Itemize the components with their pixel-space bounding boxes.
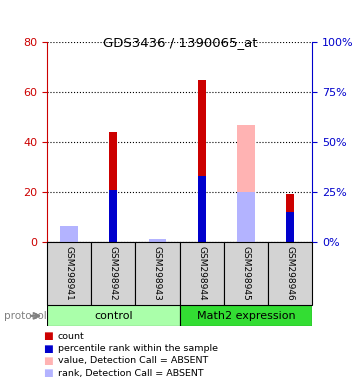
Text: value, Detection Call = ABSENT: value, Detection Call = ABSENT (58, 356, 208, 366)
Text: GDS3436 / 1390065_at: GDS3436 / 1390065_at (103, 36, 258, 50)
Text: GSM298941: GSM298941 (65, 246, 74, 301)
Text: ■: ■ (43, 344, 53, 354)
Text: Math2 expression: Math2 expression (197, 311, 295, 321)
Bar (286, 195, 294, 242)
Bar (237, 124, 255, 242)
Bar (180, 305, 312, 326)
Bar (268, 242, 312, 305)
Bar (237, 192, 255, 242)
Bar (109, 132, 117, 242)
Text: rank, Detection Call = ABSENT: rank, Detection Call = ABSENT (58, 369, 203, 378)
Bar (286, 212, 294, 242)
Text: count: count (58, 332, 84, 341)
Text: GSM298942: GSM298942 (109, 246, 118, 301)
Bar (109, 190, 117, 242)
Text: ■: ■ (43, 368, 53, 378)
Text: GSM298944: GSM298944 (197, 246, 206, 301)
Text: control: control (94, 311, 132, 321)
Bar (224, 242, 268, 305)
Text: ■: ■ (43, 331, 53, 341)
Text: ■: ■ (43, 356, 53, 366)
Bar (179, 242, 224, 305)
Bar (91, 242, 135, 305)
Text: GSM298943: GSM298943 (153, 246, 162, 301)
Bar (47, 242, 91, 305)
Bar (60, 226, 78, 242)
Text: GSM298946: GSM298946 (286, 246, 295, 301)
Bar (60, 230, 78, 242)
Text: GSM298945: GSM298945 (242, 246, 251, 301)
Text: percentile rank within the sample: percentile rank within the sample (58, 344, 218, 353)
Bar (149, 239, 166, 242)
Bar (135, 242, 180, 305)
Bar (198, 79, 206, 242)
Text: protocol: protocol (4, 311, 46, 321)
Bar (47, 305, 180, 326)
Bar (198, 176, 206, 242)
